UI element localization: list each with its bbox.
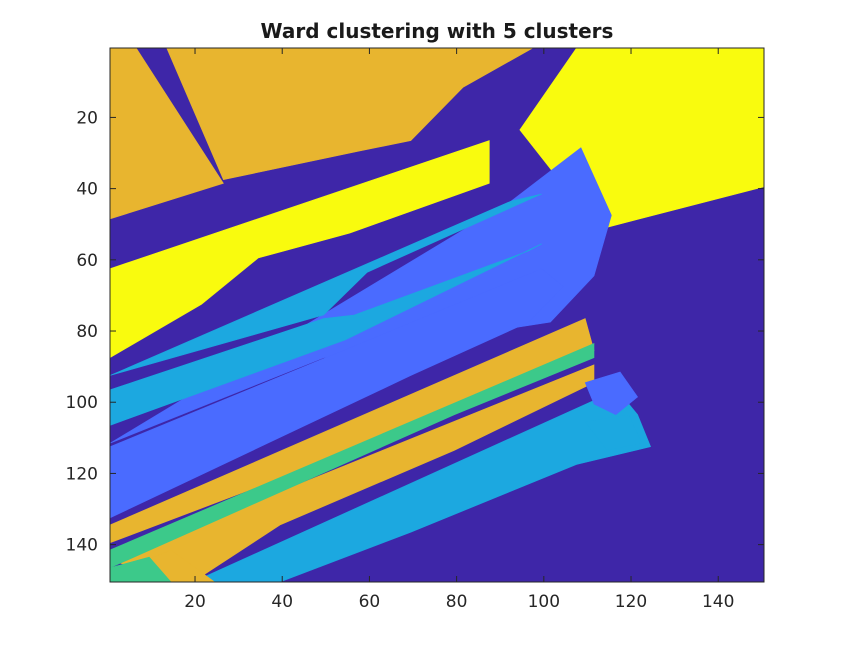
x-tick-label: 20 — [184, 592, 206, 612]
y-tick-label: 120 — [66, 464, 98, 484]
y-tick-label: 20 — [76, 108, 98, 128]
y-tick-label: 40 — [76, 180, 98, 200]
x-tick-label: 80 — [446, 592, 468, 612]
y-tick-label: 100 — [66, 393, 98, 413]
y-tick-label: 140 — [66, 536, 98, 556]
cluster-image — [110, 48, 764, 582]
chart-title: Ward clustering with 5 clusters — [261, 19, 614, 43]
x-tick-label: 120 — [615, 592, 647, 612]
y-tick-label: 80 — [76, 322, 98, 342]
x-tick-label: 140 — [702, 592, 734, 612]
x-tick-label: 60 — [359, 592, 381, 612]
y-tick-label: 60 — [76, 251, 98, 271]
x-tick-label: 40 — [271, 592, 293, 612]
x-tick-label: 100 — [528, 592, 560, 612]
